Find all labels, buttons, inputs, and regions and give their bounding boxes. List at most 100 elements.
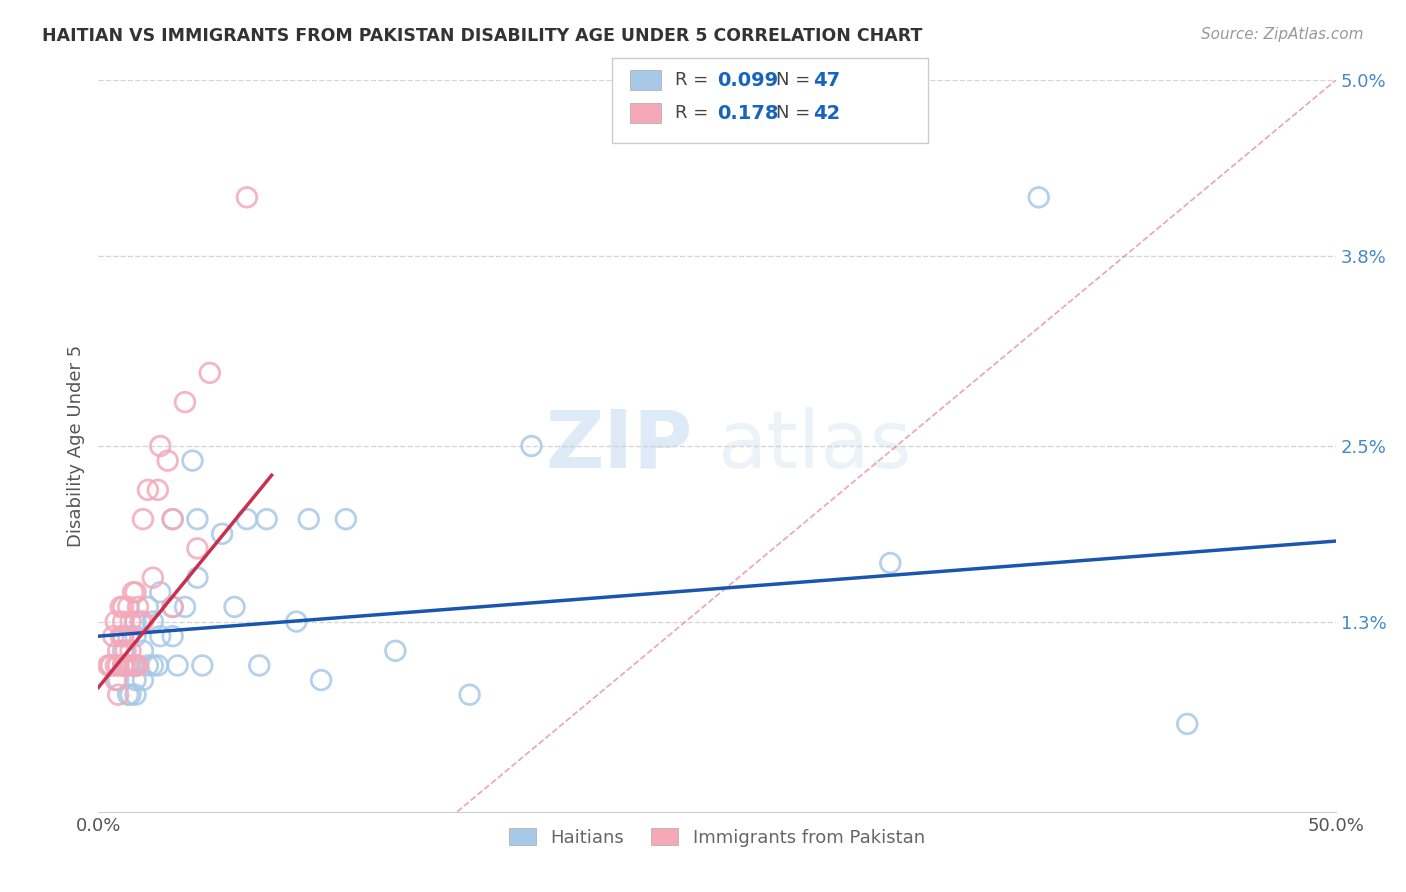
Point — [107, 688, 129, 702]
Point — [149, 439, 172, 453]
Point — [110, 599, 132, 614]
Text: 42: 42 — [813, 103, 839, 123]
Text: 0.099: 0.099 — [717, 70, 778, 90]
Point — [112, 629, 135, 643]
Point — [124, 658, 146, 673]
Point — [104, 658, 127, 673]
Point — [122, 585, 145, 599]
Point — [162, 599, 184, 614]
Text: N =: N = — [776, 104, 815, 122]
Point — [136, 483, 159, 497]
Point — [285, 615, 308, 629]
Point — [162, 629, 184, 643]
Point — [129, 615, 152, 629]
Point — [335, 512, 357, 526]
Point — [122, 658, 145, 673]
Point — [114, 644, 136, 658]
Point — [224, 599, 246, 614]
Point — [127, 599, 149, 614]
Point — [247, 658, 270, 673]
Point — [162, 512, 184, 526]
Text: 0.178: 0.178 — [717, 103, 779, 123]
Point — [117, 599, 139, 614]
Text: HAITIAN VS IMMIGRANTS FROM PAKISTAN DISABILITY AGE UNDER 5 CORRELATION CHART: HAITIAN VS IMMIGRANTS FROM PAKISTAN DISA… — [42, 27, 922, 45]
Point — [181, 453, 204, 467]
Point — [100, 658, 122, 673]
Point — [97, 658, 120, 673]
Point — [112, 658, 135, 673]
Point — [174, 395, 197, 409]
Point — [107, 658, 129, 673]
Point — [120, 615, 142, 629]
Point — [162, 512, 184, 526]
Point — [112, 629, 135, 643]
Point — [142, 571, 165, 585]
Point — [100, 658, 122, 673]
Point — [112, 615, 135, 629]
Point — [124, 673, 146, 687]
Point — [1028, 190, 1050, 204]
Point — [107, 644, 129, 658]
Point — [104, 673, 127, 687]
Point — [298, 512, 321, 526]
Point — [309, 673, 332, 687]
Text: R =: R = — [675, 71, 714, 89]
Text: R =: R = — [675, 104, 720, 122]
Point — [112, 658, 135, 673]
Point — [198, 366, 221, 380]
Point — [124, 688, 146, 702]
Legend: Haitians, Immigrants from Pakistan: Haitians, Immigrants from Pakistan — [502, 821, 932, 854]
Point — [162, 599, 184, 614]
Point — [124, 658, 146, 673]
Point — [132, 512, 155, 526]
Point — [156, 453, 179, 467]
Point — [236, 512, 259, 526]
Point — [458, 688, 481, 702]
Point — [132, 673, 155, 687]
Point — [136, 599, 159, 614]
Y-axis label: Disability Age Under 5: Disability Age Under 5 — [66, 345, 84, 547]
Point — [124, 615, 146, 629]
Point — [127, 658, 149, 673]
Point — [120, 644, 142, 658]
Point — [166, 658, 188, 673]
Text: atlas: atlas — [717, 407, 911, 485]
Point — [103, 629, 125, 643]
Point — [520, 439, 543, 453]
Point — [879, 556, 901, 570]
Text: N =: N = — [776, 71, 815, 89]
Point — [132, 644, 155, 658]
Point — [146, 483, 169, 497]
Point — [174, 599, 197, 614]
Point — [117, 688, 139, 702]
Point — [112, 644, 135, 658]
Point — [104, 615, 127, 629]
Point — [236, 190, 259, 204]
Point — [120, 688, 142, 702]
Point — [142, 615, 165, 629]
Point — [384, 644, 406, 658]
Point — [142, 658, 165, 673]
Point — [191, 658, 214, 673]
Point — [117, 629, 139, 643]
Point — [186, 571, 208, 585]
Point — [149, 629, 172, 643]
Point — [107, 673, 129, 687]
Text: Source: ZipAtlas.com: Source: ZipAtlas.com — [1201, 27, 1364, 42]
Text: ZIP: ZIP — [546, 407, 692, 485]
Point — [186, 512, 208, 526]
Point — [136, 658, 159, 673]
Point — [117, 658, 139, 673]
Point — [149, 585, 172, 599]
Point — [124, 629, 146, 643]
Point — [110, 629, 132, 643]
Point — [114, 658, 136, 673]
Point — [186, 541, 208, 556]
Point — [211, 526, 233, 541]
Point — [256, 512, 278, 526]
Point — [112, 599, 135, 614]
Text: 47: 47 — [813, 70, 839, 90]
Point — [124, 585, 146, 599]
Point — [146, 658, 169, 673]
Point — [132, 615, 155, 629]
